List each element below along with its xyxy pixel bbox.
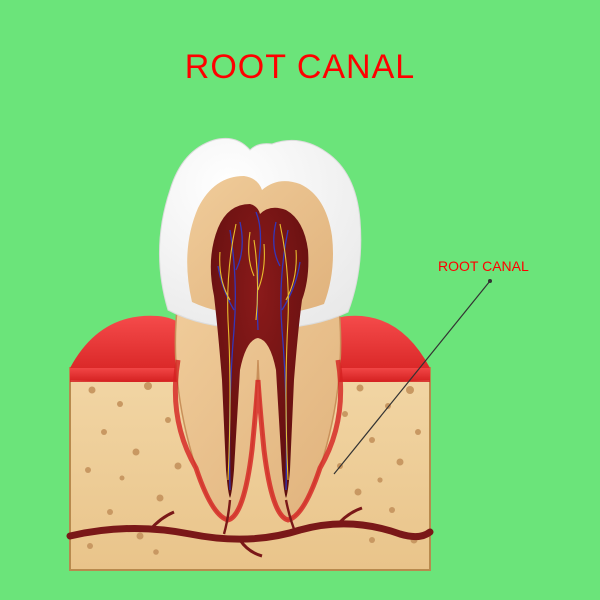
main-title: ROOT CANAL <box>0 48 600 87</box>
annotation-label: ROOT CANAL <box>438 258 529 274</box>
root-canal-diagram: ROOT CANAL ROOT CANAL <box>0 0 600 600</box>
annotation-line-start <box>488 279 492 283</box>
diagram-svg <box>0 0 600 600</box>
